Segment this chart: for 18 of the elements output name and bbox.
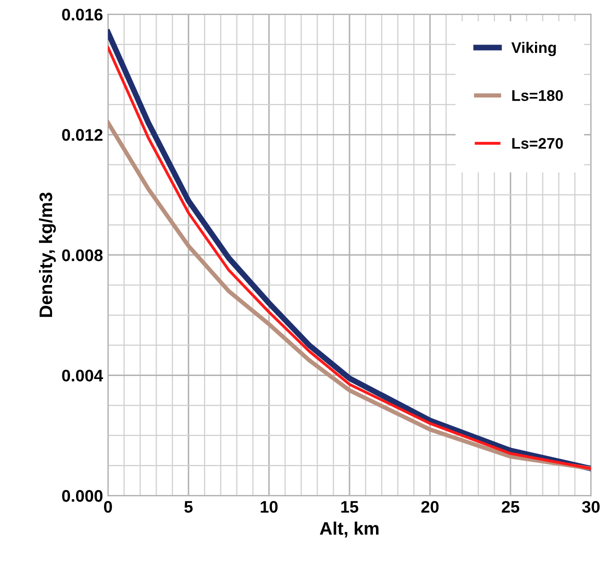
x-tick-label: 20 — [421, 500, 439, 513]
x-tick-label: 5 — [184, 501, 193, 513]
y-tick-label: 0.012 — [62, 129, 102, 141]
legend-label: Viking — [511, 42, 556, 56]
x-tick-label: 30 — [582, 500, 600, 513]
x-tick-label: 0 — [104, 500, 112, 513]
x-axis-title: Alt, km — [320, 522, 378, 538]
legend-label: Ls=270 — [512, 138, 563, 149]
line-series — [108, 120, 591, 471]
x-tick-label: 15 — [341, 501, 358, 513]
y-tick-label: 0.000 — [62, 490, 102, 502]
x-tick-label: 10 — [260, 500, 278, 513]
y-tick-label: 0.004 — [62, 370, 104, 382]
y-tick-label: 0.008 — [62, 249, 103, 262]
legend-label: Ls=180 — [512, 90, 563, 101]
x-tick-label: 25 — [502, 500, 520, 513]
y-axis-title: Density, kg/m3 — [38, 192, 56, 317]
y-tick-label: 0.016 — [62, 8, 103, 21]
